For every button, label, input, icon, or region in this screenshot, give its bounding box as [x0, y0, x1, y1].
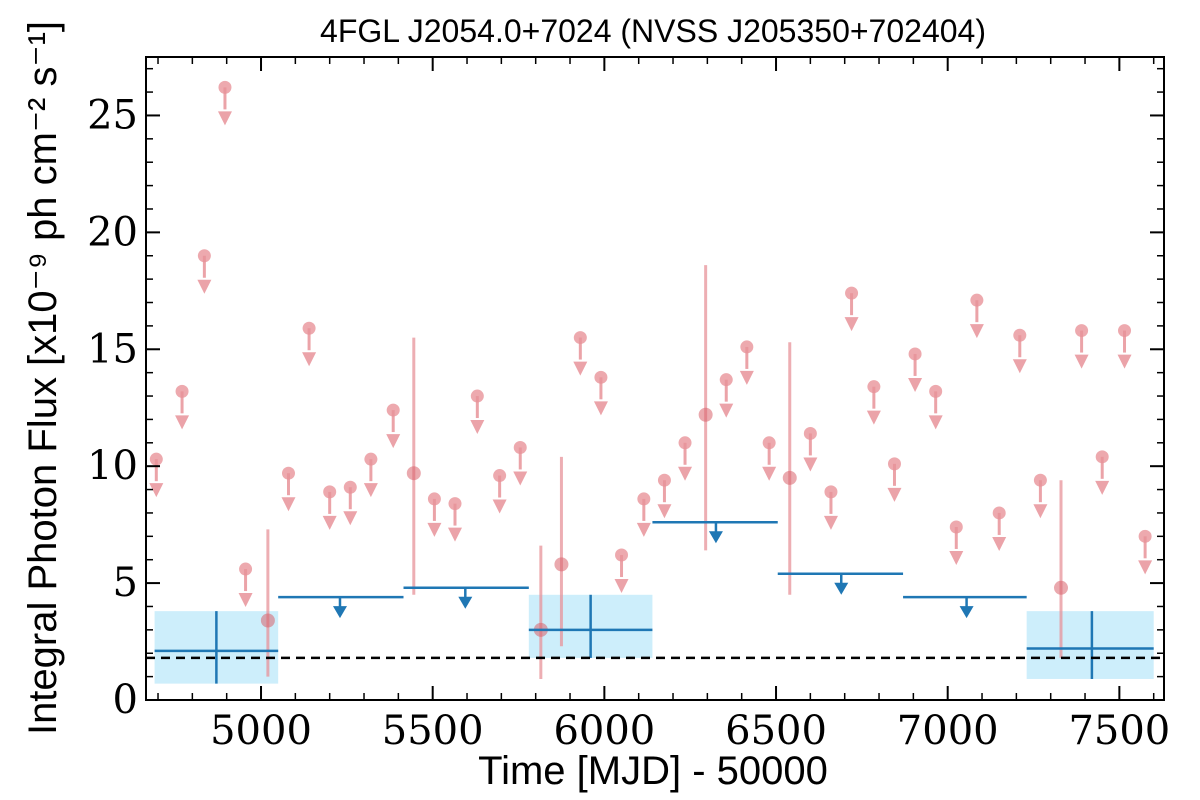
short-bin-upper-limit-arrow [1074, 354, 1089, 369]
y-axis-title: Integral Photon Flux [x10⁻⁹ ph cm⁻² s⁻¹] [21, 21, 65, 735]
short-bin-upper-limit-arrow [803, 457, 818, 472]
plot-frame [145, 56, 1165, 701]
short-bin-upper-limit-arrow [302, 352, 317, 367]
short-bin-upper-limit-arrow [657, 504, 672, 519]
short-bin-point [406, 466, 421, 481]
short-bin-point [554, 557, 569, 572]
short-bin-upper-limit-arrow [844, 317, 859, 332]
long-bin-upper-limit-arrow [708, 531, 723, 544]
x-axis-title: Time [MJD] - 50000 [478, 749, 828, 793]
x-tick-label: 6000 [553, 708, 655, 754]
long-bin-upper-limit-arrow [458, 596, 473, 609]
short-bin-upper-limit-arrow [762, 466, 777, 481]
y-tick-label: 20 [87, 209, 138, 255]
x-tick-label: 5000 [210, 708, 312, 754]
short-bin-upper-limit-arrow [1117, 354, 1132, 369]
short-bin-upper-limit-arrow [363, 483, 378, 498]
short-bin-upper-limit-arrow [719, 403, 734, 418]
short-bin-upper-limit-arrow [427, 522, 442, 537]
x-tick-label: 5500 [382, 708, 484, 754]
long-bin-error-band [1026, 611, 1154, 679]
short-bin-upper-limit-arrow [573, 361, 588, 376]
short-bin-upper-limit-arrow [636, 522, 651, 537]
long-bin-upper-limit-arrow [834, 582, 849, 595]
y-tick-label: 25 [87, 92, 138, 138]
short-bin-upper-limit-arrow [969, 324, 984, 339]
y-tick-label: 0 [113, 677, 138, 723]
short-bin-upper-limit-arrow [343, 511, 358, 526]
short-bin-upper-limit-arrow [593, 401, 608, 416]
short-bin-upper-limit-arrow [217, 111, 232, 126]
short-bin-point [782, 470, 797, 485]
short-bin-upper-limit-arrow [1095, 480, 1110, 495]
short-bin-upper-limit-arrow [238, 593, 253, 608]
short-bin-upper-limit-arrow [281, 497, 296, 512]
short-bin-upper-limit-arrow [1033, 504, 1048, 519]
short-bin-point [1053, 580, 1068, 595]
y-tick-label: 15 [87, 326, 138, 372]
y-tick-label: 5 [113, 560, 138, 606]
short-bin-upper-limit-arrow [1012, 359, 1027, 374]
x-tick-label: 7500 [1068, 708, 1170, 754]
x-tick-label: 7000 [897, 708, 999, 754]
short-bin-upper-limit-arrow [908, 377, 923, 392]
long-bin-upper-limit-arrow [959, 606, 974, 619]
short-bin-upper-limit-arrow [823, 515, 838, 530]
short-bin-upper-limit-arrow [992, 536, 1007, 551]
short-bin-upper-limit-arrow [197, 279, 212, 294]
short-bin-upper-limit-arrow [866, 410, 881, 425]
short-bin-upper-limit-arrow [149, 483, 164, 498]
chart-title: 4FGL J2054.0+7024 (NVSS J205350+702404) [320, 13, 986, 49]
short-bin-upper-limit-arrow [678, 466, 693, 481]
short-bin-upper-limit-arrow [448, 527, 463, 542]
short-bin-upper-limit-arrow [470, 420, 485, 435]
short-bin-upper-limit-arrow [1138, 560, 1153, 575]
short-bin-point [260, 613, 275, 628]
short-bin-point [698, 407, 713, 422]
short-bin-upper-limit-arrow [739, 370, 754, 385]
short-bin-upper-limit-arrow [492, 499, 507, 514]
short-bin-upper-limit-arrow [386, 434, 401, 449]
short-bin-upper-limit-arrow [513, 471, 528, 486]
x-tick-label: 6500 [725, 708, 827, 754]
short-bin-upper-limit-arrow [887, 487, 902, 502]
short-bin-upper-limit-arrow [614, 579, 629, 594]
short-bin-upper-limit-arrow [322, 515, 337, 530]
short-bin-upper-limit-arrow [175, 415, 190, 430]
y-tick-label: 10 [87, 443, 138, 489]
short-bin-upper-limit-arrow [928, 415, 943, 430]
axis-ticks: 5000 5500 6000 6500 7000 7500 0 5 10 15 20 25 [87, 57, 1170, 754]
long-bin-upper-limit-arrow [332, 606, 347, 619]
short-bin-upper-limit-arrow [949, 550, 964, 565]
plot-area [146, 80, 1164, 684]
